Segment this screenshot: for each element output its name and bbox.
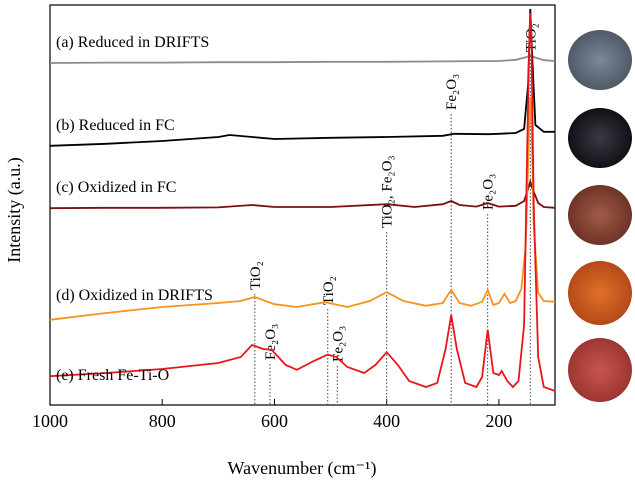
x-tick-label: 800 [149,411,176,431]
annotation-label: TiO₂ [248,261,264,290]
photo [568,108,632,168]
photo [568,338,632,402]
series-label: (c) Oxidized in FC [56,179,176,196]
series-line [49,12,556,392]
series-label: (a) Reduced in DRIFTS [56,34,209,51]
plot-frame [49,4,556,406]
x-tick-label: 600 [261,411,288,431]
annotation-label: TiO₂, Fe₂O₃ [380,155,396,228]
series-line [49,53,556,64]
x-axis-label: Wavenumber (cm⁻¹) [228,458,377,479]
series-line [49,96,556,321]
series-line [49,178,556,210]
x-tick-label: 200 [485,411,512,431]
x-tick-label: 400 [373,411,400,431]
series-label: (e) Fresh Fe-Ti-O [56,367,169,384]
photo [568,185,632,245]
series-label: (b) Reduced in FC [56,117,175,134]
y-axis-label: Intensity (a.u.) [4,157,25,262]
annotation-label: Fe₂O₃ [444,74,460,110]
annotation-label: Fe₂O₃ [481,174,497,210]
annotation-label: TiO₂ [321,276,337,305]
annotation-label: Fe₂O₃ [330,326,346,362]
powder-photos [568,30,632,402]
photo [568,261,632,325]
x-tick-label: 1000 [32,411,68,431]
annotation-label: Fe₂O₃ [263,324,279,360]
series-label: (d) Oxidized in DRIFTS [56,287,213,304]
photo [568,30,632,90]
